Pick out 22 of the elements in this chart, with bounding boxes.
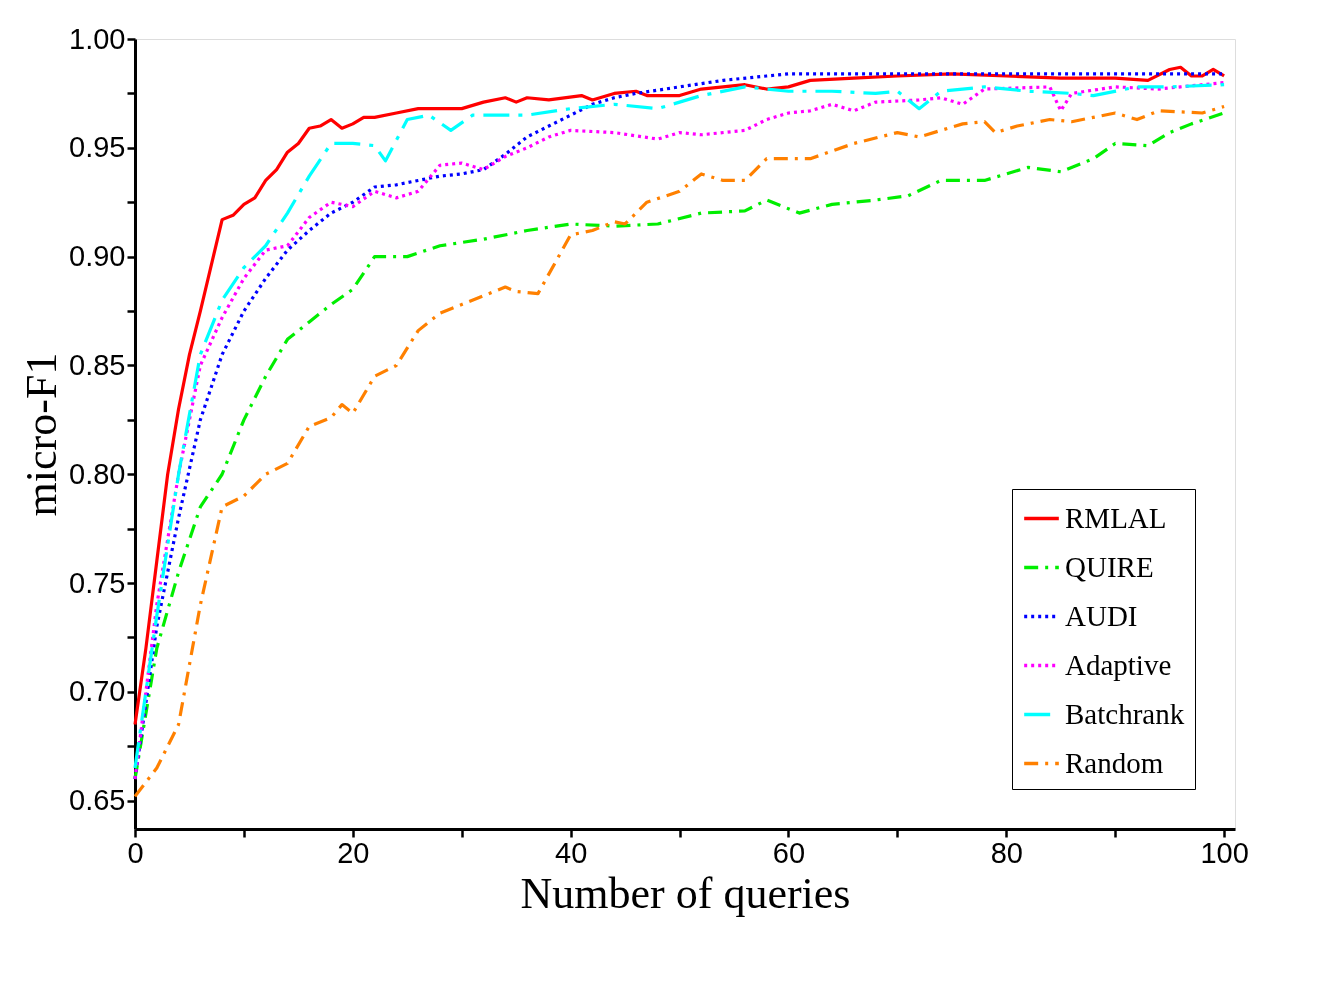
y-tick-label: 0.95 xyxy=(69,131,126,164)
y-tick-label: 0.70 xyxy=(69,675,126,708)
x-tick-label: 40 xyxy=(555,836,588,869)
y-tick-label: 0.80 xyxy=(69,457,126,490)
y-tick-label: 0.85 xyxy=(69,348,126,381)
y-tick-label: 1.00 xyxy=(69,22,126,55)
y-tick-label: 0.75 xyxy=(69,566,126,599)
x-tick-label: 100 xyxy=(1200,836,1249,869)
x-tick-label: 80 xyxy=(990,836,1023,869)
legend-label: AUDI xyxy=(1065,599,1138,632)
legend-label: RMLAL xyxy=(1065,501,1167,534)
x-tick-label: 20 xyxy=(337,836,370,869)
legend-label: Random xyxy=(1065,746,1164,779)
y-tick-label: 0.65 xyxy=(69,784,126,817)
x-tick-label: 60 xyxy=(772,836,806,869)
y-axis-title: micro-F1 xyxy=(17,352,67,517)
x-tick-label: 0 xyxy=(127,836,144,869)
x-axis-title: Number of queries xyxy=(520,868,851,918)
legend-label: Batchrank xyxy=(1065,697,1185,730)
y-tick-label: 0.90 xyxy=(69,240,126,273)
legend-label: QUIRE xyxy=(1065,550,1154,583)
legend-label: Adaptive xyxy=(1065,648,1172,681)
